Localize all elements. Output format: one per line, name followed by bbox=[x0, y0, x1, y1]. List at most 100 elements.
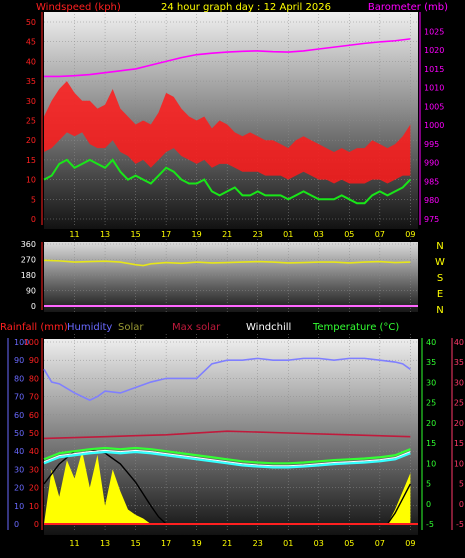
barometer-tick-label: 1005 bbox=[424, 102, 444, 111]
hour-tick-label: 15 bbox=[130, 230, 140, 239]
hour-tick-label: 03 bbox=[314, 230, 324, 239]
humidity-tick-label: 10 bbox=[14, 502, 24, 511]
windchill-tick-label: 25 bbox=[454, 399, 464, 408]
windspeed-tick-label: 0 bbox=[31, 215, 36, 224]
humidity-tick-label: 30 bbox=[14, 465, 24, 474]
temperature-tick-label: 0 bbox=[426, 500, 431, 509]
hour-tick-label: 09 bbox=[405, 230, 415, 239]
humidity-tick-label: 90 bbox=[14, 356, 24, 365]
direction-panel-background bbox=[44, 242, 418, 312]
rainfall-tick-label: 60 bbox=[29, 411, 39, 420]
windchill-tick-label: 35 bbox=[454, 358, 464, 367]
windchill-legend: Windchill bbox=[246, 322, 291, 333]
windchill-tick-label: 10 bbox=[454, 459, 464, 468]
humidity-tick-label: 80 bbox=[14, 374, 24, 383]
windchill-tick-label: 40 bbox=[454, 338, 464, 347]
humidity-line bbox=[43, 357, 411, 402]
windspeed-tick-label: 20 bbox=[26, 136, 36, 145]
hour-tick-label: 01 bbox=[283, 230, 293, 239]
windchill-line bbox=[43, 450, 411, 469]
solar-legend: Solar bbox=[118, 322, 144, 333]
hour-tick-label: 09 bbox=[405, 539, 415, 548]
rainfall-tick-label: 40 bbox=[29, 447, 39, 456]
hour-tick-label: 05 bbox=[344, 230, 354, 239]
hour-tick-label: 19 bbox=[192, 230, 202, 239]
hour-tick-label: 05 bbox=[344, 539, 354, 548]
direction-tick-label: 180 bbox=[21, 271, 36, 280]
direction-tick-label: 90 bbox=[26, 287, 36, 296]
windspeed-tick-label: 10 bbox=[26, 176, 36, 185]
hour-tick-label: 17 bbox=[161, 539, 171, 548]
hour-tick-label: 23 bbox=[253, 539, 263, 548]
rainfall-tick-label: 80 bbox=[29, 374, 39, 383]
hour-tick-label: 19 bbox=[192, 539, 202, 548]
rainfall-tick-label: 50 bbox=[29, 429, 39, 438]
windspeed-tick-label: 15 bbox=[26, 156, 36, 165]
barometer-tick-label: 1000 bbox=[424, 121, 444, 130]
windchill-tick-label: -5 bbox=[456, 520, 464, 529]
barometer-tick-label: 1020 bbox=[424, 46, 444, 55]
temperature-tick-label: -5 bbox=[426, 520, 434, 529]
hour-tick-label: 01 bbox=[283, 539, 293, 548]
humidity-legend: Humidity bbox=[67, 322, 112, 333]
windspeed-tick-label: 25 bbox=[26, 117, 36, 126]
compass-north-bottom-label: N bbox=[436, 305, 443, 316]
solar-area bbox=[387, 473, 411, 524]
windchill-tick-label: 30 bbox=[454, 378, 464, 387]
rainfall-tick-label: 90 bbox=[29, 356, 39, 365]
temperature-tick-label: 15 bbox=[426, 439, 436, 448]
windspeed-tick-label: 45 bbox=[26, 38, 36, 47]
hour-tick-label: 21 bbox=[222, 230, 232, 239]
hour-tick-label: 07 bbox=[375, 230, 385, 239]
direction-tick-label: 270 bbox=[21, 256, 36, 265]
humidity-tick-label: 40 bbox=[14, 447, 24, 456]
humidity-tick-label: 60 bbox=[14, 411, 24, 420]
wind-direction-line bbox=[43, 259, 411, 267]
hour-tick-label: 17 bbox=[161, 230, 171, 239]
humidity-tick-label: 20 bbox=[14, 484, 24, 493]
windspeed-axis-title: Windspeed (kph) bbox=[36, 2, 121, 13]
humidity-tick-label: 50 bbox=[14, 429, 24, 438]
compass-north-label: N bbox=[436, 241, 443, 252]
compass-south-label: S bbox=[437, 273, 443, 284]
barometer-axis-title: Barometer (mb) bbox=[368, 2, 448, 13]
humidity-tick-label: 70 bbox=[14, 393, 24, 402]
barometer-tick-label: 995 bbox=[424, 140, 439, 149]
temperature-tick-label: 10 bbox=[426, 459, 436, 468]
compass-east-label: E bbox=[437, 289, 443, 300]
compass-west-label: W bbox=[435, 257, 445, 268]
wind-average-band bbox=[44, 81, 411, 184]
max-solar-curve bbox=[386, 483, 411, 525]
windchill-tick-label: 0 bbox=[459, 500, 464, 509]
rainfall-tick-label: 30 bbox=[29, 465, 39, 474]
windchill-highlight-line bbox=[43, 449, 411, 467]
hour-tick-label: 11 bbox=[69, 539, 79, 548]
wind-gust-line bbox=[43, 158, 412, 205]
windspeed-tick-label: 50 bbox=[26, 18, 36, 27]
hour-tick-label: 15 bbox=[130, 539, 140, 548]
rainfall-tick-label: 100 bbox=[24, 338, 39, 347]
humidity-tick-label: 0 bbox=[14, 520, 19, 529]
hour-tick-label: 23 bbox=[253, 230, 263, 239]
rainfall-tick-label: 70 bbox=[29, 393, 39, 402]
barometer-tick-label: 980 bbox=[424, 196, 439, 205]
rainfall-tick-label: 0 bbox=[34, 520, 39, 529]
rainfall-legend: Rainfall (mm) bbox=[0, 322, 68, 333]
max-solar-curve bbox=[43, 448, 167, 525]
windspeed-tick-label: 35 bbox=[26, 77, 36, 86]
windchill-tick-label: 20 bbox=[454, 419, 464, 428]
windchill-tick-label: 5 bbox=[459, 480, 464, 489]
barometer-tick-label: 1010 bbox=[424, 84, 444, 93]
temperature-tick-label: 35 bbox=[426, 358, 436, 367]
humidity-tick-label: 100 bbox=[14, 338, 29, 347]
hour-tick-label: 07 bbox=[375, 539, 385, 548]
direction-tick-label: 0 bbox=[31, 302, 36, 311]
barometer-tick-label: 1015 bbox=[424, 65, 444, 74]
barometer-tick-label: 1025 bbox=[424, 27, 444, 36]
temperature-tick-label: 25 bbox=[426, 399, 436, 408]
hour-tick-label: 13 bbox=[100, 230, 110, 239]
temperature-tick-label: 20 bbox=[426, 419, 436, 428]
temperature-tick-label: 30 bbox=[426, 378, 436, 387]
